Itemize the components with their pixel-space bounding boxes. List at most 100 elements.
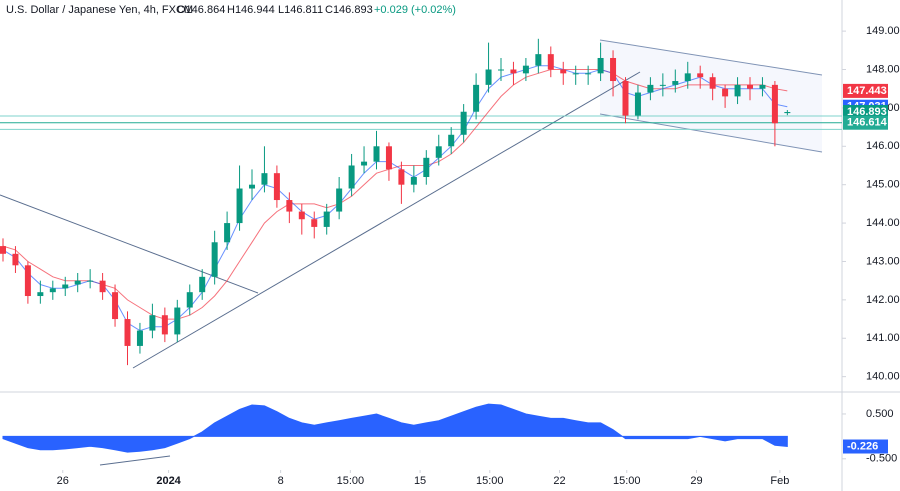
header-symbol: U.S. Dollar / Japanese Yen, 4h, FXCM: [6, 4, 193, 16]
candle-body: [0, 246, 6, 254]
candle-body: [99, 280, 106, 293]
candle-body: [485, 69, 492, 85]
x-tick-label: 15: [414, 475, 426, 487]
y-tick-label: 146.000: [866, 140, 900, 152]
x-tick-label: 8: [278, 475, 284, 487]
candle-body: [659, 84, 666, 86]
candle-body: [261, 173, 268, 185]
candle-body: [473, 84, 480, 112]
price-tag-label: 147.443: [847, 85, 887, 97]
price-tag: [843, 83, 888, 98]
candle-body: [510, 69, 517, 74]
candle-body: [722, 88, 729, 97]
trend-line: [99, 455, 171, 466]
candle-body: [398, 169, 405, 185]
channel-lower: [599, 113, 823, 153]
candle-body: [522, 65, 529, 74]
candle-body: [186, 292, 193, 308]
header-close: C146.893: [325, 4, 373, 16]
y-tick-label: 141.000: [866, 332, 900, 344]
candle-body: [747, 84, 753, 89]
y-tick-label: 148.000: [866, 63, 900, 75]
candle-body: [572, 73, 579, 75]
price-tag-label: -0.226: [847, 440, 878, 452]
candle-body: [361, 161, 368, 166]
candle-body: [249, 184, 255, 189]
y-tick-label: 149.000: [866, 25, 900, 37]
x-tick-label: 15:00: [337, 475, 365, 487]
moving-average: [2, 65, 788, 332]
candle-body: [348, 165, 355, 189]
candle-body: [286, 200, 293, 212]
price-tag: [843, 115, 888, 130]
price-tag-label: 146.614: [847, 117, 888, 129]
x-tick-label: 22: [553, 475, 565, 487]
candle-body: [634, 92, 641, 116]
candle-body: [161, 315, 168, 335]
candle-body: [709, 77, 716, 89]
x-tick-label: 15:00: [613, 475, 641, 487]
y-tick-label: 144.000: [866, 217, 900, 229]
channel-fill: [600, 40, 822, 152]
candle-body: [672, 81, 679, 85]
candle-body: [336, 188, 343, 212]
candle-body: [199, 276, 206, 293]
candle-body: [236, 188, 243, 224]
candle-body: [211, 242, 218, 277]
candle-body: [448, 134, 455, 147]
candle-body: [24, 265, 31, 297]
price-tag: [843, 105, 888, 120]
trend-line: [132, 71, 641, 369]
y-tick-label: 143.000: [866, 255, 900, 267]
y-tick-label: 142.000: [866, 294, 900, 306]
candle-body: [311, 219, 318, 227]
header-open: O146.864: [177, 4, 225, 16]
candle-body: [124, 319, 131, 346]
candle-body: [597, 57, 604, 74]
candle-body: [784, 112, 791, 114]
moving-average: [2, 69, 788, 320]
candle-body: [435, 146, 442, 158]
header-high: H146.944: [227, 4, 275, 16]
candle-body: [112, 292, 119, 320]
candle-body: [49, 288, 56, 293]
price-tag: [843, 439, 888, 454]
candle-body: [74, 280, 81, 285]
candle-body: [37, 292, 44, 297]
candle-body: [610, 57, 617, 82]
candle-body: [87, 280, 94, 282]
candle-body: [547, 54, 554, 70]
x-tick-label: 2024: [156, 475, 181, 487]
x-tick-label: 29: [690, 475, 702, 487]
candle-body: [560, 69, 567, 74]
candle-body: [136, 330, 143, 346]
candle-body: [647, 84, 654, 93]
candle-body: [759, 84, 766, 89]
candle-body: [298, 211, 305, 220]
candle-body: [622, 81, 629, 116]
candle-body: [385, 146, 392, 170]
x-tick-label: 15:00: [476, 475, 504, 487]
candle-body: [535, 54, 542, 66]
channel-upper: [599, 39, 823, 76]
candle-body: [410, 177, 417, 185]
candle-body: [423, 157, 430, 178]
candle-body: [323, 211, 330, 227]
header-low: L146.811: [278, 4, 323, 16]
x-tick-label: Feb: [770, 475, 789, 487]
candle-body: [684, 73, 691, 82]
candle-body: [273, 173, 280, 201]
candle-body: [734, 84, 741, 97]
candle-body: [12, 253, 19, 266]
candle-body: [174, 307, 181, 335]
price-tag-label: 146.893: [847, 106, 887, 118]
y-tick-label: 140.000: [866, 371, 900, 383]
y-tick-label: 0.500: [866, 408, 894, 420]
candle-body: [62, 284, 69, 289]
header-change: +0.029 (+0.02%): [374, 4, 456, 16]
candle-body: [460, 111, 467, 135]
x-tick-label: 26: [57, 475, 69, 487]
candle-body: [373, 146, 380, 162]
candle-body: [697, 73, 704, 78]
